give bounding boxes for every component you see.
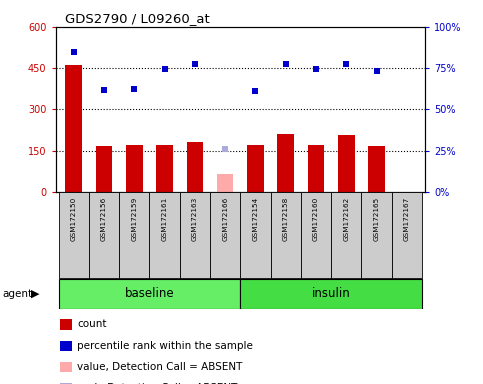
Text: ▶: ▶ [31,289,40,299]
Point [130,86,138,92]
Bar [392,192,422,278]
Bar [301,192,331,278]
Text: GSM172154: GSM172154 [253,196,258,240]
Text: GSM172156: GSM172156 [101,196,107,240]
Bar [180,192,210,278]
Text: GSM172165: GSM172165 [373,196,380,240]
Point [191,61,199,67]
Bar [277,134,294,192]
Text: GSM172166: GSM172166 [222,196,228,240]
Bar [308,145,325,192]
Text: GSM172167: GSM172167 [404,196,410,240]
Text: GSM172150: GSM172150 [71,196,77,240]
Bar [361,192,392,278]
Point [282,61,290,67]
Text: GSM172162: GSM172162 [343,196,349,240]
Bar [368,146,385,192]
Point [342,61,350,67]
Point [100,87,108,93]
Text: GDS2790 / L09260_at: GDS2790 / L09260_at [65,12,210,25]
Bar [270,192,301,278]
Bar [247,145,264,192]
Point [312,66,320,72]
Bar [217,174,233,192]
Text: insulin: insulin [312,287,351,300]
Bar [58,279,241,308]
Bar [338,135,355,192]
Text: rank, Detection Call = ABSENT: rank, Detection Call = ABSENT [77,383,238,384]
Bar [149,192,180,278]
Text: baseline: baseline [125,287,174,300]
Bar [241,192,270,278]
Text: GSM172160: GSM172160 [313,196,319,240]
Bar [186,142,203,192]
Text: count: count [77,319,107,329]
Bar [156,145,173,192]
Point [252,88,259,94]
Bar [96,146,113,192]
Bar [126,145,142,192]
Bar [119,192,149,278]
Bar [210,192,241,278]
Text: GSM172158: GSM172158 [283,196,289,240]
Text: agent: agent [2,289,32,299]
Text: percentile rank within the sample: percentile rank within the sample [77,341,253,351]
Text: GSM172163: GSM172163 [192,196,198,240]
Bar [89,192,119,278]
Bar [58,192,89,278]
Bar [241,279,422,308]
Point [70,49,78,55]
Text: GSM172159: GSM172159 [131,196,137,240]
Point [161,66,169,72]
Bar [65,65,82,192]
Point [221,146,229,152]
Text: GSM172161: GSM172161 [162,196,168,240]
Text: value, Detection Call = ABSENT: value, Detection Call = ABSENT [77,362,242,372]
Point [373,68,381,74]
Bar [331,192,361,278]
